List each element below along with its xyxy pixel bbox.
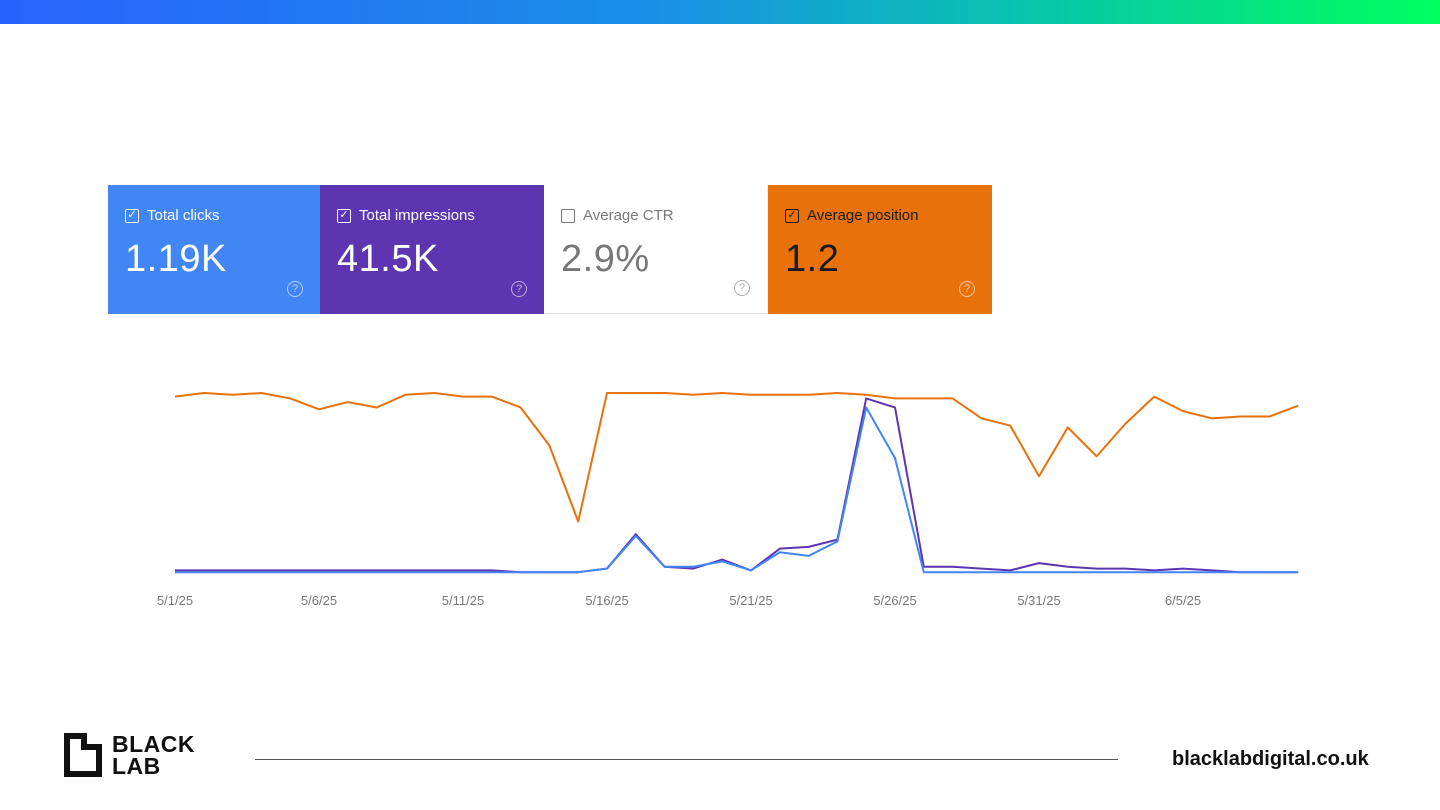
card-label: Average position (807, 207, 919, 224)
x-tick-label: 5/26/25 (873, 593, 916, 608)
help-circle-icon[interactable]: ? (287, 281, 303, 297)
top-gradient-bar (0, 0, 1440, 24)
x-tick-label: 5/1/25 (157, 593, 193, 608)
series-line-position (174, 392, 1299, 523)
series-line-clicks (175, 406, 1299, 574)
help-circle-icon[interactable]: ? (959, 281, 975, 297)
x-tick-label: 5/11/25 (442, 593, 484, 608)
card-average-ctr[interactable]: Average CTR 2.9% ? (544, 185, 768, 314)
card-value: 1.2 (785, 238, 840, 280)
x-tick-label: 5/21/25 (729, 593, 772, 608)
brand-line-1: BLACK (112, 731, 195, 757)
metric-cards: ✓ Total clicks 1.19K ? ✓ Total impressions… (108, 185, 992, 314)
card-total-impressions[interactable]: ✓ Total impressions 41.5K ? (320, 185, 544, 314)
checkbox-checked-icon[interactable]: ✓ (337, 208, 351, 223)
checkbox-checked-icon[interactable]: ✓ (785, 208, 799, 223)
card-average-position[interactable]: ✓ Average position 1.2 ? (768, 185, 992, 314)
card-total-clicks[interactable]: ✓ Total clicks 1.19K ? (108, 185, 320, 314)
brand-line-2: LAB (112, 753, 161, 779)
series-line-impressions (175, 397, 1299, 574)
card-value: 41.5K (337, 238, 439, 280)
help-circle-icon[interactable]: ? (511, 281, 527, 297)
performance-line-chart: 5/1/25 5/6/25 5/11/25 5/16/25 5/21/25 5/26/25… (157, 392, 1299, 608)
checkbox-checked-icon[interactable]: ✓ (125, 208, 139, 223)
x-tick-label: 5/16/25 (585, 593, 628, 608)
logo-mark-icon (64, 733, 102, 777)
footer-divider (255, 759, 1118, 760)
card-label: Average CTR (583, 207, 674, 224)
checkbox-unchecked-icon[interactable] (561, 208, 575, 223)
card-value: 1.19K (125, 238, 227, 280)
black-lab-logo: BLACK LAB (64, 731, 195, 779)
x-tick-label: 5/31/25 (1017, 593, 1060, 608)
card-value: 2.9% (561, 238, 650, 280)
help-circle-icon[interactable]: ? (734, 280, 750, 296)
card-label: Total clicks (147, 207, 220, 224)
website-url[interactable]: blacklabdigital.co.uk (1172, 748, 1369, 770)
card-label: Total impressions (359, 207, 475, 224)
x-tick-label: 5/6/25 (301, 593, 337, 608)
x-tick-label: 6/5/25 (1165, 593, 1201, 608)
